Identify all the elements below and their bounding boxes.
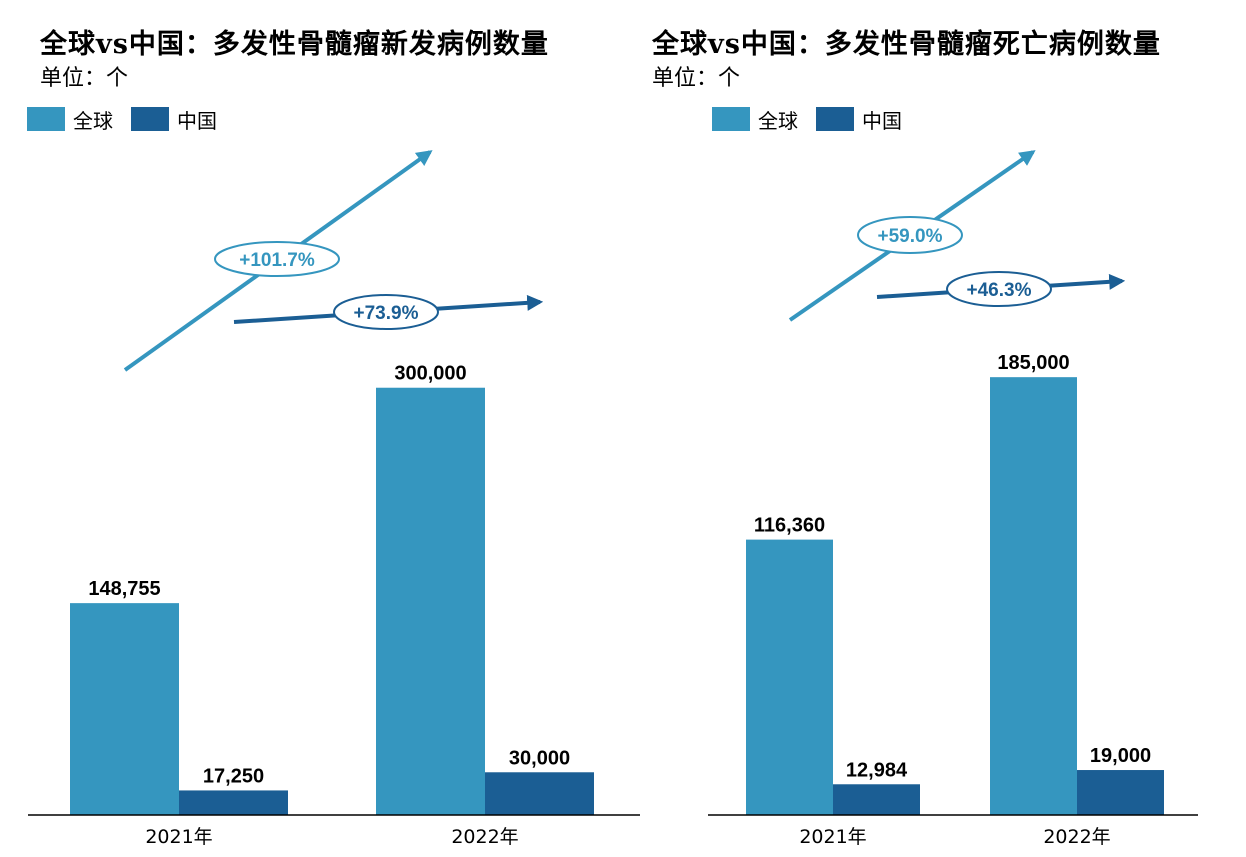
x-tick-label: 2021年: [145, 826, 212, 848]
legend-item-global: 全球: [712, 105, 798, 134]
data-label-china-1: 19,000: [1090, 745, 1151, 767]
growth-badge: [857, 216, 963, 254]
legend-item-china: 中国: [131, 105, 217, 134]
growth-badge: [214, 241, 340, 277]
legend-label-global: 全球: [758, 108, 798, 133]
legend-label-china: 中国: [862, 108, 902, 133]
legend-label-china: 中国: [177, 108, 217, 133]
x-tick-label: 2022年: [451, 826, 518, 848]
bar-global-0: [70, 603, 179, 815]
bar-global-0: [746, 539, 833, 815]
legend-item-global: 全球: [27, 105, 113, 134]
chart-unit: 单位：个: [652, 66, 741, 91]
bar-global-1: [990, 377, 1077, 815]
growth-rate-label: +46.3%: [967, 280, 1032, 301]
legend-swatch-global: [27, 107, 65, 131]
legend-item-china: 中国: [816, 105, 902, 134]
bar-china-0: [179, 790, 288, 815]
data-label-global-1: 300,000: [394, 363, 466, 385]
chart-title: 全球vs中国：多发性骨髓瘤死亡病例数量: [652, 29, 1161, 60]
chart-legend: 全球 中国: [712, 105, 920, 134]
chart-panel-new-cases: 全球vs中国：多发性骨髓瘤新发病例数量 单位：个 全球 中国 148,755 17…: [27, 29, 640, 848]
x-tick-label: 2021年: [799, 826, 866, 848]
data-label-china-0: 12,984: [846, 759, 908, 781]
chart-unit: 单位：个: [40, 66, 129, 91]
bar-global-1: [376, 387, 485, 815]
data-label-global-1: 185,000: [997, 352, 1069, 374]
growth-badge: [946, 271, 1052, 307]
growth-rate-label: +59.0%: [878, 226, 943, 247]
bar-china-0: [833, 784, 920, 815]
chart-title: 全球vs中国：多发性骨髓瘤新发病例数量: [40, 29, 549, 60]
chart-legend: 全球 中国: [27, 105, 235, 134]
x-tick-label: 2022年: [1043, 826, 1110, 848]
growth-badge: [333, 294, 439, 330]
bar-chart-new-cases: 148,755 17,250 2021年 300,000 30,000 2022年 +101…: [28, 150, 640, 848]
growth-rate-label: +73.9%: [354, 303, 419, 324]
legend-swatch-global: [712, 107, 750, 131]
data-label-global-0: 116,360: [754, 515, 825, 537]
bar-chart-deaths: 116,360 12,984 2021年 185,000 19,000 2022年 +59.…: [708, 150, 1198, 848]
chart-panel-deaths: 全球vs中国：多发性骨髓瘤死亡病例数量 单位：个 全球 中国 116,360 12…: [640, 0, 1246, 857]
bar-china-1: [1077, 770, 1164, 815]
data-label-china-1: 30,000: [509, 747, 570, 769]
legend-label-global: 全球: [73, 108, 113, 133]
legend-swatch-china: [131, 107, 169, 131]
legend-swatch-china: [816, 107, 854, 131]
growth-rate-label: +101.7%: [239, 250, 315, 271]
data-label-china-0: 17,250: [203, 765, 264, 787]
data-label-global-0: 148,755: [88, 578, 160, 600]
bar-china-1: [485, 772, 594, 815]
